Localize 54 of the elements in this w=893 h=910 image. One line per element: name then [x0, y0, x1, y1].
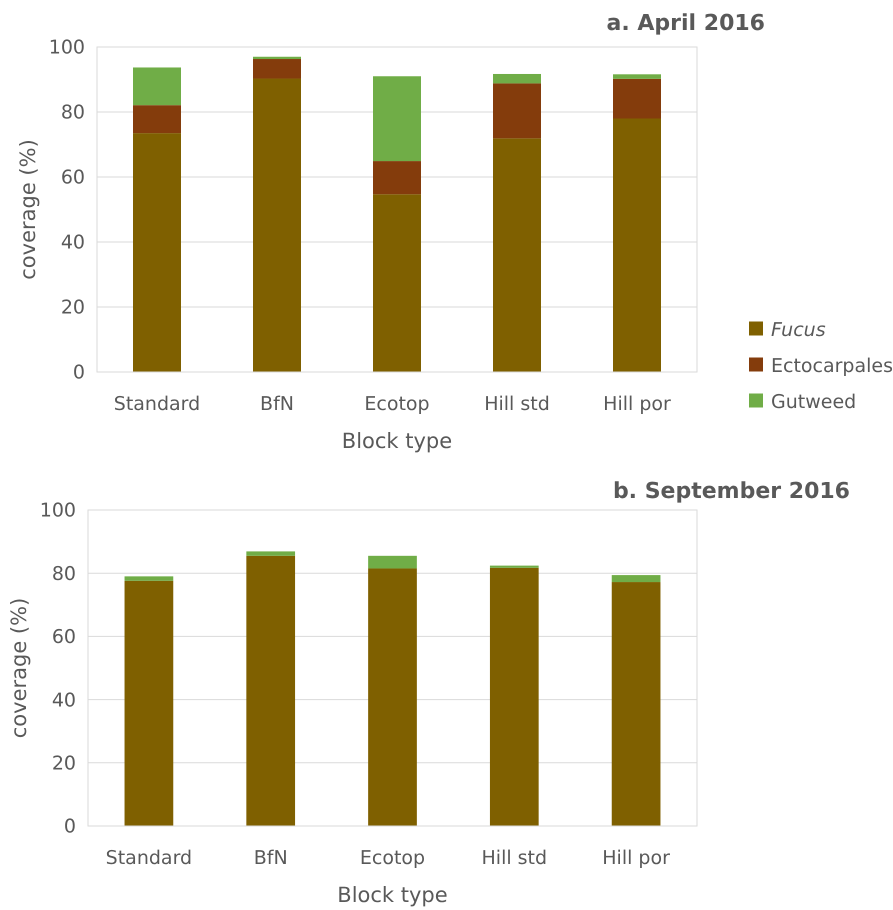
x-axis-title: Block type: [342, 429, 452, 453]
x-tick-label: Hill por: [603, 393, 672, 415]
bar: [373, 161, 421, 194]
bar: [133, 133, 181, 372]
x-tick-label: BfN: [254, 847, 288, 869]
legend-label: Ectocarpales: [771, 355, 893, 378]
bar: [613, 74, 661, 79]
y-tick-label: 60: [60, 166, 85, 189]
y-tick-label: 100: [48, 36, 85, 59]
bar: [133, 105, 181, 134]
y-axis-title: coverage (%): [16, 139, 40, 280]
bar: [493, 74, 541, 84]
y-tick-label: 60: [52, 626, 76, 648]
y-tick-label: 40: [52, 689, 76, 712]
bar: [612, 582, 660, 826]
y-tick-label: 0: [72, 362, 85, 384]
y-tick-label: 80: [60, 102, 85, 124]
y-tick-label: 20: [52, 752, 76, 774]
x-tick-label: Ecotop: [360, 847, 426, 869]
y-tick-label: 100: [40, 500, 76, 522]
bar: [246, 556, 296, 826]
x-tick-label: Hill std: [482, 847, 548, 869]
bar: [253, 59, 301, 79]
bar: [253, 78, 301, 372]
bar: [613, 78, 661, 118]
bar: [124, 580, 174, 826]
x-tick-label: Ecotop: [364, 393, 430, 415]
chart-title: b. September 2016: [612, 479, 850, 504]
bar: [368, 556, 417, 568]
x-axis-title: Block type: [337, 883, 448, 907]
bar: [124, 576, 174, 581]
bar: [373, 194, 421, 372]
bar: [246, 551, 296, 556]
legend-label: Gutweed: [771, 391, 856, 414]
chart-title: a. April 2016: [606, 11, 765, 36]
x-tick-label: Standard: [114, 393, 200, 415]
y-tick-label: 80: [52, 562, 76, 585]
bar: [373, 76, 421, 162]
y-tick-label: 0: [64, 816, 76, 838]
bar: [493, 83, 541, 138]
bar: [490, 568, 539, 826]
x-tick-label: Hill std: [484, 393, 550, 415]
legend-label: Fucus: [771, 319, 826, 342]
x-tick-label: Hill por: [602, 847, 670, 869]
y-tick-label: 20: [60, 296, 85, 319]
y-axis-title: coverage (%): [7, 598, 31, 738]
x-tick-label: Standard: [106, 847, 192, 869]
bar: [368, 568, 417, 826]
bar: [612, 575, 660, 582]
bar: [493, 138, 541, 372]
x-tick-label: BfN: [260, 393, 294, 415]
y-tick-label: 40: [60, 232, 85, 254]
bar: [613, 118, 661, 372]
bar: [133, 67, 181, 106]
